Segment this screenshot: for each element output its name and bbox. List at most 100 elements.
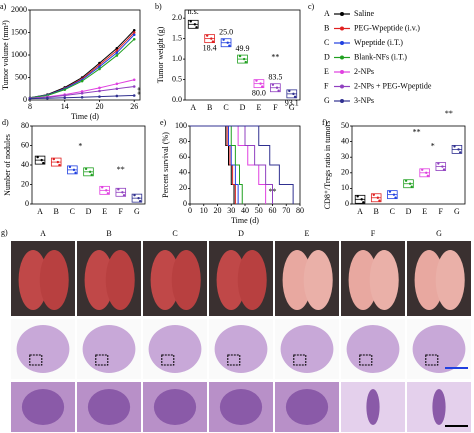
point-deco — [40, 158, 43, 162]
x-tick-label: A — [357, 207, 363, 216]
point — [132, 78, 136, 82]
survival-curve — [190, 125, 239, 204]
point — [132, 37, 136, 41]
point — [80, 96, 84, 99]
axis-frame — [351, 125, 466, 205]
point-deco — [242, 57, 246, 61]
point-deco — [458, 151, 462, 154]
point-deco — [138, 199, 142, 203]
inset-box — [95, 354, 109, 366]
x-tick-label: 20 — [95, 102, 103, 111]
legend-letter: G — [324, 96, 330, 105]
legend-marker — [340, 12, 344, 16]
legend-label: Blank-NFs (i.T.) — [354, 52, 407, 61]
y-tick-label: 500 — [15, 72, 27, 81]
lung — [216, 250, 246, 310]
x-tick-label: F — [439, 207, 444, 216]
x-tick-label: 10 — [200, 206, 208, 215]
nodule — [285, 389, 329, 425]
point — [132, 28, 136, 32]
point-deco — [106, 192, 110, 195]
survival-curve — [190, 125, 294, 204]
axis-frame — [29, 9, 141, 101]
y-tick-label: 20 — [341, 168, 349, 177]
point-deco — [133, 193, 136, 197]
point-deco — [90, 173, 93, 177]
point-deco — [222, 38, 225, 41]
y-tick-label: 50 — [341, 121, 349, 130]
tissue — [16, 325, 70, 373]
point — [115, 94, 119, 98]
lung — [105, 250, 135, 310]
tissue — [346, 325, 400, 373]
legend-label: 2-NPs — [354, 67, 374, 76]
point-deco — [72, 168, 76, 172]
x-tick-label: F — [273, 103, 278, 112]
point-deco — [288, 89, 291, 93]
point — [98, 65, 101, 68]
inset-box — [161, 354, 175, 366]
point-deco — [394, 196, 397, 199]
nodule — [87, 389, 131, 425]
x-tick-label: B — [374, 207, 379, 216]
point-deco — [259, 82, 262, 85]
legend-letter: B — [324, 23, 329, 32]
legend-letter: D — [324, 52, 330, 61]
x-tick-label: B — [54, 207, 59, 216]
point — [115, 46, 119, 50]
legend-label: 2-NPs + PEG-Wpeptide — [354, 81, 432, 90]
y-tick-label: 2.0 — [172, 13, 182, 22]
point-deco — [356, 195, 359, 198]
y-tick-label: 10 — [341, 183, 349, 192]
y-tick-label: 0 — [183, 199, 187, 208]
point-deco — [74, 171, 77, 175]
y-tick-label: 80 — [179, 136, 187, 145]
lung — [369, 250, 399, 310]
point-deco — [52, 157, 55, 161]
y-tick-label: 60 — [179, 152, 187, 161]
point-deco — [101, 186, 104, 189]
inset-box — [359, 354, 373, 366]
tissue — [214, 325, 268, 373]
legend-marker — [340, 99, 344, 103]
point — [115, 87, 119, 91]
x-tick-label: D — [240, 103, 246, 112]
y-tick-label: 20 — [179, 183, 187, 192]
panel-label: a) — [0, 2, 7, 11]
lung — [348, 250, 378, 310]
annotation: ** — [133, 87, 142, 95]
point-deco — [255, 79, 258, 82]
point-deco — [210, 37, 213, 40]
y-tick-label: 2000 — [11, 5, 27, 14]
annotation: 18.4 — [203, 43, 217, 52]
point — [132, 94, 136, 97]
annotation: n.s. — [188, 7, 199, 16]
legend-letter: E — [324, 67, 329, 76]
y-tick-label: 1.0 — [172, 54, 182, 63]
x-tick-label: G — [289, 103, 295, 112]
y-tick-label: 0 — [25, 199, 29, 208]
point-deco — [293, 95, 297, 99]
annotation: ** — [117, 165, 125, 174]
annotation: ** — [269, 187, 277, 196]
point-deco — [292, 92, 295, 96]
point-deco — [122, 194, 126, 197]
legend-label: Saline — [354, 9, 374, 18]
point-deco — [205, 34, 209, 37]
legend-marker — [340, 55, 344, 60]
panel-label: f) — [322, 118, 328, 127]
point-deco — [457, 148, 460, 151]
annotation: * — [431, 141, 435, 150]
lung — [282, 250, 312, 310]
annotation: 80.0 — [252, 88, 266, 97]
point-deco — [453, 145, 456, 148]
x-tick-label: 40 — [241, 206, 249, 215]
panel-label: e) — [160, 118, 167, 127]
point — [28, 97, 32, 100]
point-deco — [226, 41, 229, 44]
point-deco — [84, 167, 88, 171]
point-deco — [360, 198, 363, 201]
point-deco — [277, 89, 280, 92]
point-deco — [211, 40, 215, 43]
point-deco — [189, 20, 192, 23]
